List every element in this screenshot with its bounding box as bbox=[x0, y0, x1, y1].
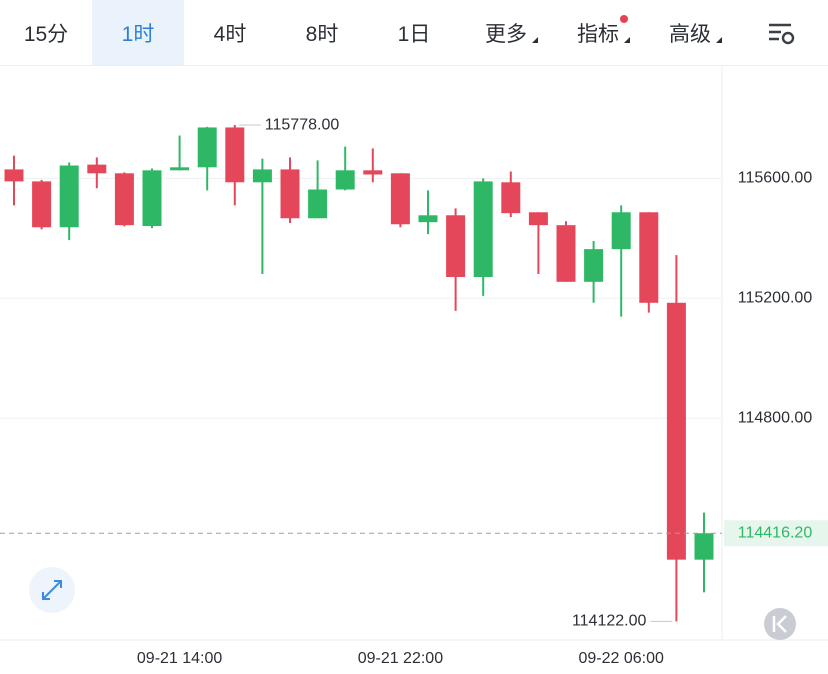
candle-body bbox=[390, 173, 410, 225]
candle-body bbox=[87, 164, 107, 174]
back-to-latest-button[interactable] bbox=[764, 608, 796, 640]
y-tick-label: 115200.00 bbox=[738, 290, 813, 307]
candle-body bbox=[225, 127, 245, 183]
tab-label: 4时 bbox=[213, 22, 247, 46]
tab-label: 更多 bbox=[485, 22, 527, 46]
tab-label: 高级 bbox=[669, 22, 711, 46]
dropdown-arrow bbox=[624, 37, 630, 43]
candle-body bbox=[335, 170, 355, 190]
timeframe-tab[interactable]: 15分 bbox=[0, 0, 92, 65]
timeframe-tab[interactable]: 8时 bbox=[276, 0, 368, 65]
timeframe-tab[interactable]: 1时 bbox=[92, 0, 184, 65]
candle-body bbox=[170, 167, 190, 171]
candle-body bbox=[694, 533, 714, 560]
expand-button[interactable] bbox=[29, 567, 75, 613]
candle-body bbox=[197, 127, 217, 168]
timeframe-tab[interactable]: 高级 bbox=[644, 0, 736, 65]
x-tick-label: 09-21 14:00 bbox=[137, 650, 223, 667]
y-tick-label: 114800.00 bbox=[738, 409, 813, 426]
candle-body bbox=[142, 170, 162, 227]
settings-icon bbox=[769, 23, 795, 44]
candle-body bbox=[114, 173, 134, 226]
dropdown-arrow bbox=[532, 37, 538, 43]
timeframe-tab[interactable]: 指标 bbox=[552, 0, 644, 65]
max-label: 115778.00 bbox=[265, 116, 340, 133]
tab-label: 1时 bbox=[121, 22, 155, 46]
timeframe-tab[interactable]: 更多 bbox=[460, 0, 552, 65]
min-label: 114122.00 bbox=[572, 613, 647, 630]
candle-body bbox=[252, 169, 272, 183]
candle-body bbox=[473, 181, 493, 278]
toolbar: 15分 1时 4时 8时 1日 更多 指标 高级 bbox=[0, 0, 828, 66]
last-price-box bbox=[724, 520, 828, 547]
timeframe-tab[interactable]: 1日 bbox=[368, 0, 460, 65]
candle-body bbox=[556, 225, 576, 282]
tab-label: 8时 bbox=[305, 22, 339, 46]
y-tick-label: 115600.00 bbox=[738, 170, 813, 187]
tab-label: 指标 bbox=[577, 22, 619, 46]
last-price-label: 114416.20 bbox=[738, 524, 813, 541]
tab-label: 15分 bbox=[23, 22, 69, 46]
candle-body bbox=[363, 170, 383, 175]
candle-body bbox=[59, 165, 79, 228]
tab-label: 1日 bbox=[397, 22, 431, 46]
candle-body bbox=[446, 215, 466, 278]
candle-body bbox=[584, 249, 604, 282]
timeframe-tab[interactable]: 4时 bbox=[184, 0, 276, 65]
candle-body bbox=[611, 212, 631, 250]
candle-body bbox=[308, 189, 328, 219]
candle-body bbox=[501, 182, 521, 214]
candle-body bbox=[4, 169, 24, 182]
settings-button[interactable] bbox=[736, 0, 828, 65]
dropdown-arrow bbox=[716, 37, 722, 43]
notification-dot bbox=[620, 15, 628, 23]
candle-body bbox=[280, 169, 300, 219]
candle-body bbox=[528, 212, 548, 226]
x-tick-label: 09-22 06:00 bbox=[578, 650, 664, 667]
candle-body bbox=[639, 212, 659, 303]
candle-body bbox=[418, 215, 438, 223]
candle-body bbox=[32, 181, 52, 228]
candle-body bbox=[666, 302, 686, 560]
x-tick-label: 09-21 22:00 bbox=[358, 650, 444, 667]
